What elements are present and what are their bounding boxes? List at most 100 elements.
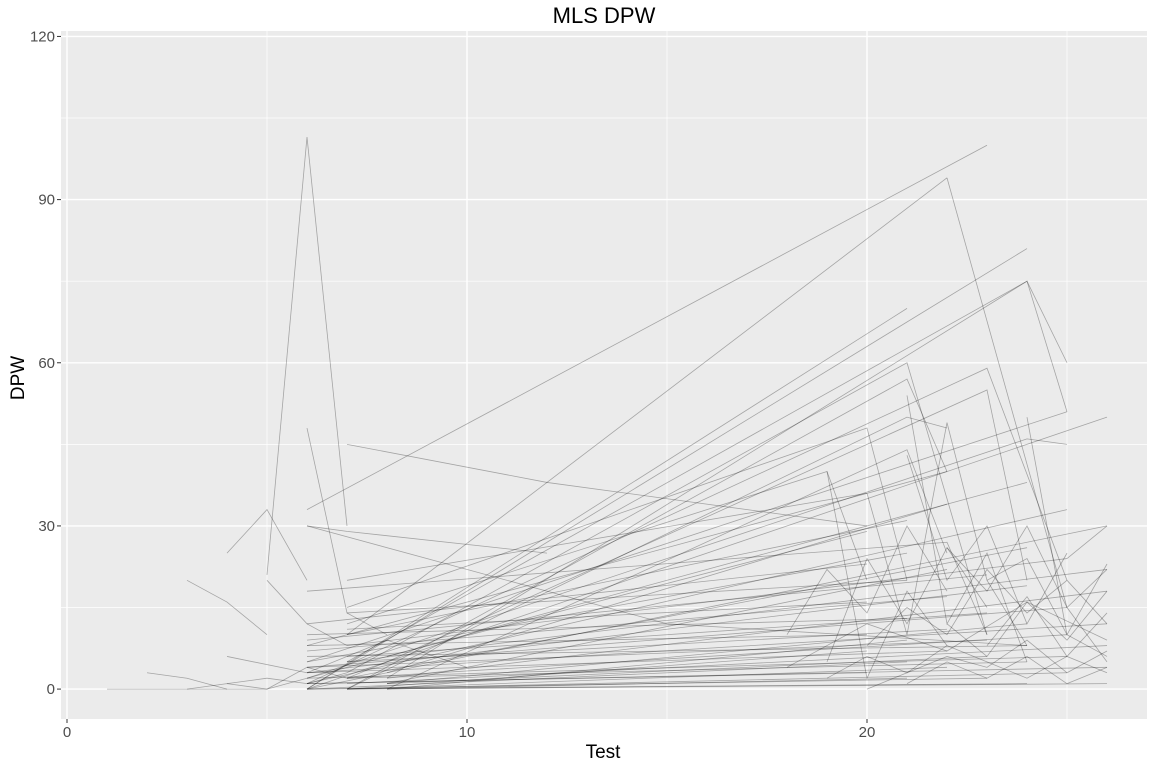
series-line — [346, 427, 908, 608]
series-line — [866, 639, 1108, 690]
series-line — [946, 525, 1108, 609]
series-line — [266, 580, 348, 646]
series-line — [306, 656, 1068, 679]
series-line — [346, 547, 1028, 679]
series-line — [826, 645, 1108, 679]
series-line — [786, 525, 948, 635]
series-line — [306, 666, 1108, 685]
y-axis-ticks: 0 30 60 90 120 — [30, 28, 61, 698]
series-line — [946, 177, 1108, 663]
series-line — [306, 248, 1028, 690]
series-line — [386, 389, 1028, 663]
series-line — [306, 645, 1028, 657]
series-line — [306, 411, 1068, 663]
x-axis-title: Test — [586, 742, 622, 763]
series-line — [346, 443, 868, 527]
series-line — [386, 449, 948, 690]
series-line — [386, 623, 1028, 685]
series-line — [226, 672, 348, 685]
series-line — [306, 367, 1068, 685]
series-line — [1026, 417, 1108, 657]
series-line — [906, 395, 1028, 663]
series-line — [306, 509, 1068, 685]
series-line — [306, 471, 948, 646]
series-line — [346, 650, 868, 690]
series-line — [306, 552, 908, 663]
chart-title: MLS DPW — [553, 3, 656, 28]
series-line — [306, 525, 1028, 646]
x-tick-label: 0 — [63, 724, 71, 741]
series-line — [226, 639, 468, 674]
series-line — [386, 656, 988, 685]
series-line — [1066, 525, 1108, 559]
series-line — [346, 634, 1068, 679]
series-line — [386, 530, 868, 657]
series-line — [906, 455, 1068, 625]
series-line — [306, 623, 1108, 674]
plot-panel — [61, 31, 1147, 719]
series-line — [346, 280, 1068, 663]
series-line — [386, 280, 1068, 679]
series-line — [306, 683, 1028, 690]
series-line — [306, 585, 1028, 674]
series-line — [306, 672, 868, 685]
series-line — [386, 677, 908, 690]
series-line — [306, 541, 988, 635]
series-line — [346, 569, 1108, 663]
series-line — [346, 520, 908, 636]
series-line — [906, 655, 1108, 685]
x-axis-ticks: 0 10 20 — [63, 719, 875, 741]
series-line — [346, 362, 988, 674]
series-line — [306, 482, 1028, 679]
series-line — [306, 650, 948, 674]
series-line — [346, 672, 1068, 690]
series-line — [346, 558, 1068, 646]
series-line — [306, 416, 1108, 690]
series-line — [306, 525, 1108, 690]
series-line — [346, 683, 1108, 690]
series-line — [346, 612, 988, 657]
series-line — [386, 569, 948, 685]
series-line — [346, 666, 948, 690]
series-line — [346, 645, 1108, 685]
series-lines — [107, 137, 1108, 690]
y-axis-title: DPW — [8, 356, 29, 400]
major-gridlines — [61, 31, 1147, 719]
y-tick-label: 60 — [38, 355, 55, 372]
y-tick-label: 120 — [30, 28, 55, 45]
series-line — [386, 590, 1108, 679]
series-line — [826, 546, 988, 663]
series-line — [826, 471, 948, 680]
series-line — [306, 563, 868, 625]
series-line — [946, 590, 1108, 658]
series-line — [866, 568, 1108, 646]
series-line — [306, 634, 868, 646]
series-line — [186, 579, 268, 636]
series-line — [306, 144, 988, 510]
series-line — [266, 137, 348, 575]
series-line — [306, 574, 988, 641]
series-line — [146, 672, 228, 690]
series-line — [346, 378, 948, 690]
series-line — [346, 579, 908, 614]
series-line — [186, 677, 308, 690]
series-line — [386, 639, 908, 690]
y-tick-label: 30 — [38, 518, 55, 535]
minor-gridlines — [61, 31, 1147, 719]
series-line — [226, 508, 308, 581]
series-line — [346, 471, 868, 625]
series-line — [866, 422, 1028, 646]
y-tick-label: 90 — [38, 192, 55, 209]
series-line — [306, 427, 388, 636]
series-line — [346, 628, 948, 663]
y-tick-label: 0 — [47, 681, 55, 698]
series-line — [306, 607, 1068, 668]
series-line — [986, 558, 1108, 636]
series-line — [306, 438, 1068, 679]
series-line — [306, 617, 908, 636]
series-line — [266, 661, 388, 690]
series-line — [306, 661, 908, 690]
x-tick-label: 10 — [459, 724, 476, 741]
series-line — [306, 308, 908, 690]
